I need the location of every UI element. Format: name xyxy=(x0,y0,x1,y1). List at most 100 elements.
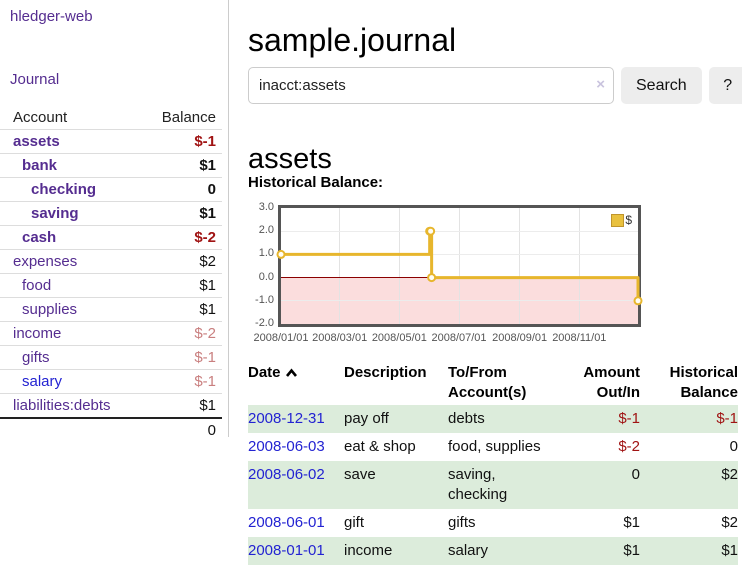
account-link-cash[interactable]: cash xyxy=(22,229,57,246)
y-axis-tick-label: 1.0 xyxy=(258,247,274,260)
x-axis-tick-label: 2008/11/01 xyxy=(552,332,607,344)
chart-vertical-gridline xyxy=(578,208,580,324)
transaction-row: 2008-06-01 gift gifts $1 $2 xyxy=(248,509,738,537)
account-link-liabilities-debts[interactable]: liabilities:debts xyxy=(13,397,111,414)
transaction-amount: $1 xyxy=(623,542,640,559)
chart-horizontal-gridline xyxy=(281,253,638,255)
account-row: saving $1 xyxy=(0,201,222,226)
transaction-description: income xyxy=(344,542,393,559)
accounts-table-body: assets $-1 bank $1 checking 0 saving $1 cash $-2 e… xyxy=(0,129,222,418)
accounts-total-row: 0 xyxy=(0,417,222,442)
chart-vertical-gridline xyxy=(339,208,341,324)
transactions-header-row: Date Description To/From Account(s) Amou… xyxy=(248,361,738,405)
account-row: checking 0 xyxy=(0,177,222,202)
transaction-row: 2008-06-03 eat & shop food, supplies $-2 0 xyxy=(248,433,738,461)
x-axis-tick-label: 2008/05/01 xyxy=(371,332,427,344)
main-content: sample.journal × Search ? assets Histori… xyxy=(248,0,742,582)
y-axis-tick-label: 3.0 xyxy=(258,201,274,213)
sidebar: hledger-web Journal Account Balance asse… xyxy=(0,0,229,442)
historical-balance-chart: $ 3.0 2.0 1.0 0.0 -1.0 -2.0 2008/01/01 2008/03/… xyxy=(248,201,742,350)
account-row: assets $-1 xyxy=(0,129,222,154)
account-balance: 0 xyxy=(133,177,222,202)
chart-vertical-gridline xyxy=(398,208,400,324)
accounts-table-header: Account Balance xyxy=(0,106,222,130)
transactions-table: Date Description To/From Account(s) Amou… xyxy=(248,361,738,565)
x-axis-tick-label: 2008/09/01 xyxy=(492,332,548,344)
account-row: expenses $2 xyxy=(0,249,222,274)
account-balance: $-1 xyxy=(133,345,222,370)
account-row: gifts $-1 xyxy=(0,345,222,370)
page-title: sample.journal xyxy=(248,22,457,59)
account-link-supplies[interactable]: supplies xyxy=(22,301,78,318)
chart-title: Historical Balance: xyxy=(248,174,384,191)
transaction-description: eat & shop xyxy=(344,438,416,455)
account-link-saving[interactable]: saving xyxy=(31,205,79,222)
transaction-balance: $1 xyxy=(721,542,738,559)
account-link-expenses[interactable]: expenses xyxy=(13,253,78,270)
chart-legend: $ xyxy=(609,212,634,228)
transaction-date-link[interactable]: 2008-06-03 xyxy=(248,438,325,455)
transaction-balance: 0 xyxy=(729,438,738,455)
transaction-description: gift xyxy=(344,514,365,531)
account-link-income[interactable]: income xyxy=(13,325,62,342)
transaction-accounts: gifts xyxy=(448,514,476,531)
account-link-bank[interactable]: bank xyxy=(22,157,58,174)
transaction-balance: $2 xyxy=(721,466,738,483)
transaction-amount: $1 xyxy=(623,514,640,531)
legend-swatch-icon xyxy=(611,213,625,227)
account-link-gifts[interactable]: gifts xyxy=(22,349,50,366)
transaction-date-link[interactable]: 2008-01-01 xyxy=(248,542,325,559)
y-axis-tick-label: 2.0 xyxy=(258,224,274,237)
x-axis-tick-label: 2008/03/01 xyxy=(312,332,368,344)
transaction-amount: $-1 xyxy=(618,410,640,427)
account-balance: $-1 xyxy=(133,369,222,394)
account-link-checking[interactable]: checking xyxy=(31,181,97,198)
account-heading: assets xyxy=(248,143,332,176)
account-balance: $1 xyxy=(133,393,222,418)
clear-search-icon[interactable]: × xyxy=(596,76,605,93)
transaction-description: save xyxy=(344,466,376,483)
transaction-accounts: saving, checking xyxy=(448,466,508,503)
x-axis-tick-label: 2008/07/01 xyxy=(431,332,487,344)
account-link-salary[interactable]: salary xyxy=(22,373,63,390)
account-row: salary $-1 xyxy=(0,369,222,394)
transaction-balance: $2 xyxy=(721,514,738,531)
transaction-date-link[interactable]: 2008-06-01 xyxy=(248,514,325,531)
balance-column-header-txns: Historical Balance xyxy=(669,364,738,401)
legend-label: $ xyxy=(625,213,632,227)
y-axis-tick-label: -1.0 xyxy=(255,293,274,306)
account-row: income $-2 xyxy=(0,321,222,346)
transaction-row: 2008-01-01 income salary $1 $1 xyxy=(248,537,738,565)
amount-column-header: Amount Out/In xyxy=(583,364,640,401)
transaction-row: 2008-06-02 save saving, checking 0 $2 xyxy=(248,461,738,509)
transaction-date-link[interactable]: 2008-06-02 xyxy=(248,466,325,483)
account-balance: $-2 xyxy=(133,321,222,346)
chart-vertical-gridline xyxy=(458,208,460,324)
sort-ascending-icon xyxy=(285,364,298,384)
account-column-header: Account xyxy=(13,109,68,126)
account-balance: $1 xyxy=(133,201,222,226)
chart-horizontal-gridline xyxy=(281,300,638,302)
help-button[interactable]: ? xyxy=(708,67,742,104)
transaction-description: pay off xyxy=(344,410,389,427)
date-column-header[interactable]: Date xyxy=(248,361,344,405)
app-title-link[interactable]: hledger-web xyxy=(10,8,93,25)
transaction-accounts: food, supplies xyxy=(448,438,541,455)
account-balance: $2 xyxy=(133,249,222,274)
account-row: cash $-2 xyxy=(0,225,222,250)
account-link-assets[interactable]: assets xyxy=(13,133,60,150)
sidebar-item-journal[interactable]: Journal xyxy=(10,71,60,88)
account-link-food[interactable]: food xyxy=(22,277,52,294)
account-balance: $1 xyxy=(133,297,222,322)
chart-horizontal-gridline xyxy=(281,230,638,232)
chart-vertical-gridline xyxy=(519,208,521,324)
search-input[interactable] xyxy=(248,67,614,104)
transaction-date-link[interactable]: 2008-12-31 xyxy=(248,410,325,427)
transaction-balance: $-1 xyxy=(716,410,738,427)
y-axis-tick-label: -2.0 xyxy=(255,317,274,329)
account-balance: $1 xyxy=(133,153,222,178)
chart-series-svg xyxy=(276,226,643,306)
transaction-amount: $-2 xyxy=(618,438,640,455)
search-button[interactable]: Search xyxy=(621,67,702,104)
accounts-table: Account Balance assets $-1 bank $1 checking 0… xyxy=(0,106,222,442)
